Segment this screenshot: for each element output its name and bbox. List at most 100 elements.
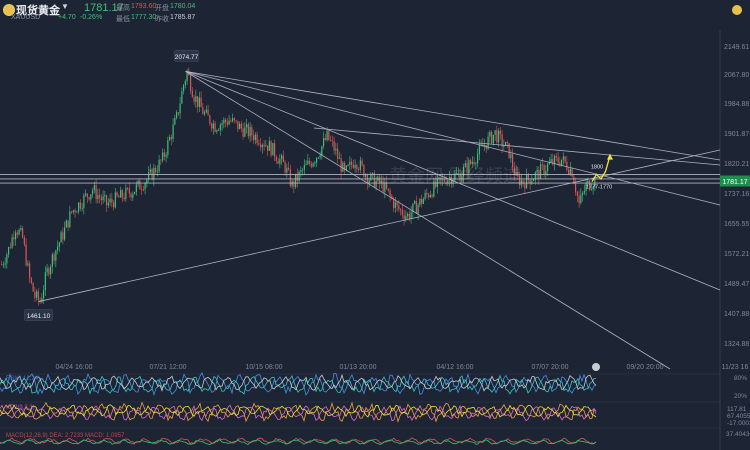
- candle-body: [71, 211, 73, 213]
- annotation-label: 1800: [591, 165, 603, 171]
- candle-body: [590, 189, 592, 191]
- settings-icon[interactable]: [732, 5, 742, 15]
- candle-body: [212, 123, 214, 129]
- candle-body: [148, 172, 150, 180]
- candle-body: [522, 180, 524, 184]
- price-change-pct: -0.26%: [80, 14, 103, 21]
- candle-body: [214, 123, 216, 132]
- candle-body: [32, 282, 34, 292]
- candle-body: [508, 143, 510, 158]
- candle-body: [373, 172, 375, 188]
- candle-body: [88, 197, 90, 200]
- candle-body: [191, 91, 193, 98]
- candle-body: [408, 213, 410, 219]
- candle-body: [223, 119, 225, 124]
- candle-body: [277, 160, 279, 164]
- candle-body: [386, 182, 388, 189]
- candle-body: [121, 190, 123, 198]
- candle-body: [589, 180, 591, 190]
- candle-body: [120, 190, 122, 198]
- candle-body: [137, 180, 139, 185]
- candle-body: [50, 266, 52, 275]
- kdj-level: 117.81: [727, 406, 747, 413]
- candle-body: [99, 195, 101, 198]
- candle-body: [421, 198, 423, 204]
- candle-body: [505, 141, 507, 146]
- candle-body: [268, 141, 270, 151]
- candle-body: [422, 198, 424, 204]
- candle-body: [494, 130, 496, 135]
- candle-body: [457, 172, 459, 174]
- quote-label-low: 最低: [116, 16, 130, 23]
- candle-body: [256, 134, 258, 144]
- candle-body: [326, 130, 328, 141]
- candle-body: [6, 254, 8, 264]
- candle-body: [489, 131, 491, 137]
- candle-body: [165, 154, 167, 157]
- trendline: [313, 127, 721, 166]
- candle-body: [548, 162, 550, 165]
- candle-body: [90, 194, 92, 200]
- candle-body: [102, 196, 104, 201]
- candle-body: [8, 247, 10, 255]
- candle-body: [344, 162, 346, 171]
- candle-body: [585, 182, 587, 191]
- annotation-box: [174, 50, 199, 62]
- candle-body: [328, 130, 330, 140]
- candle-body: [575, 183, 577, 193]
- candle-body: [202, 107, 204, 115]
- annotation-label: 2074.77: [175, 54, 199, 61]
- symbol-name[interactable]: 现货黄金: [16, 5, 60, 17]
- kdj-level: 67.4055: [727, 413, 750, 420]
- candle-body: [541, 164, 543, 166]
- candle-body: [300, 170, 302, 172]
- quote-value-low: 1777.30: [131, 14, 157, 21]
- chevron-down-icon[interactable]: ▼: [61, 2, 69, 11]
- candle-body: [503, 145, 505, 147]
- candle-body: [426, 192, 428, 195]
- candle-body: [340, 158, 342, 172]
- candle-body: [487, 136, 489, 149]
- candle-body: [365, 175, 367, 177]
- candle-body: [468, 160, 470, 173]
- candle-body: [282, 155, 284, 163]
- candle-body: [177, 112, 179, 114]
- candle-body: [524, 183, 526, 189]
- watermark: 黄金网 财经频道: [389, 166, 521, 187]
- candle-body: [393, 198, 395, 208]
- candle-body: [559, 162, 561, 166]
- candle-body: [58, 242, 60, 247]
- candle-body: [20, 228, 22, 230]
- candle-body: [379, 176, 381, 184]
- candle-body: [435, 181, 437, 187]
- candle-body: [443, 178, 445, 182]
- candle-body: [23, 237, 25, 245]
- rsi-line-3: [0, 373, 597, 392]
- candle-body: [403, 215, 405, 220]
- candle-body: [477, 154, 479, 164]
- candle-body: [356, 164, 358, 170]
- candle-body: [244, 127, 246, 137]
- candle-body: [335, 148, 337, 151]
- candle-body: [449, 177, 451, 180]
- candle-body: [146, 179, 148, 184]
- candle-body: [204, 112, 206, 115]
- candle-body: [92, 190, 94, 195]
- candle-body: [478, 144, 480, 155]
- candle-body: [36, 291, 38, 298]
- candle-body: [128, 188, 130, 194]
- candle-body: [209, 115, 211, 124]
- current-price-tag: [720, 175, 750, 187]
- candle-body: [13, 237, 15, 240]
- candle-body: [401, 209, 403, 216]
- candle-body: [368, 180, 370, 184]
- candle-body: [351, 161, 353, 165]
- candle-body: [573, 176, 575, 184]
- candle-body: [83, 195, 85, 209]
- candle-body: [156, 171, 158, 173]
- candle-body: [55, 250, 57, 261]
- candle-body: [104, 195, 106, 197]
- kdj-line-2: [0, 404, 597, 422]
- candle-body: [592, 187, 594, 190]
